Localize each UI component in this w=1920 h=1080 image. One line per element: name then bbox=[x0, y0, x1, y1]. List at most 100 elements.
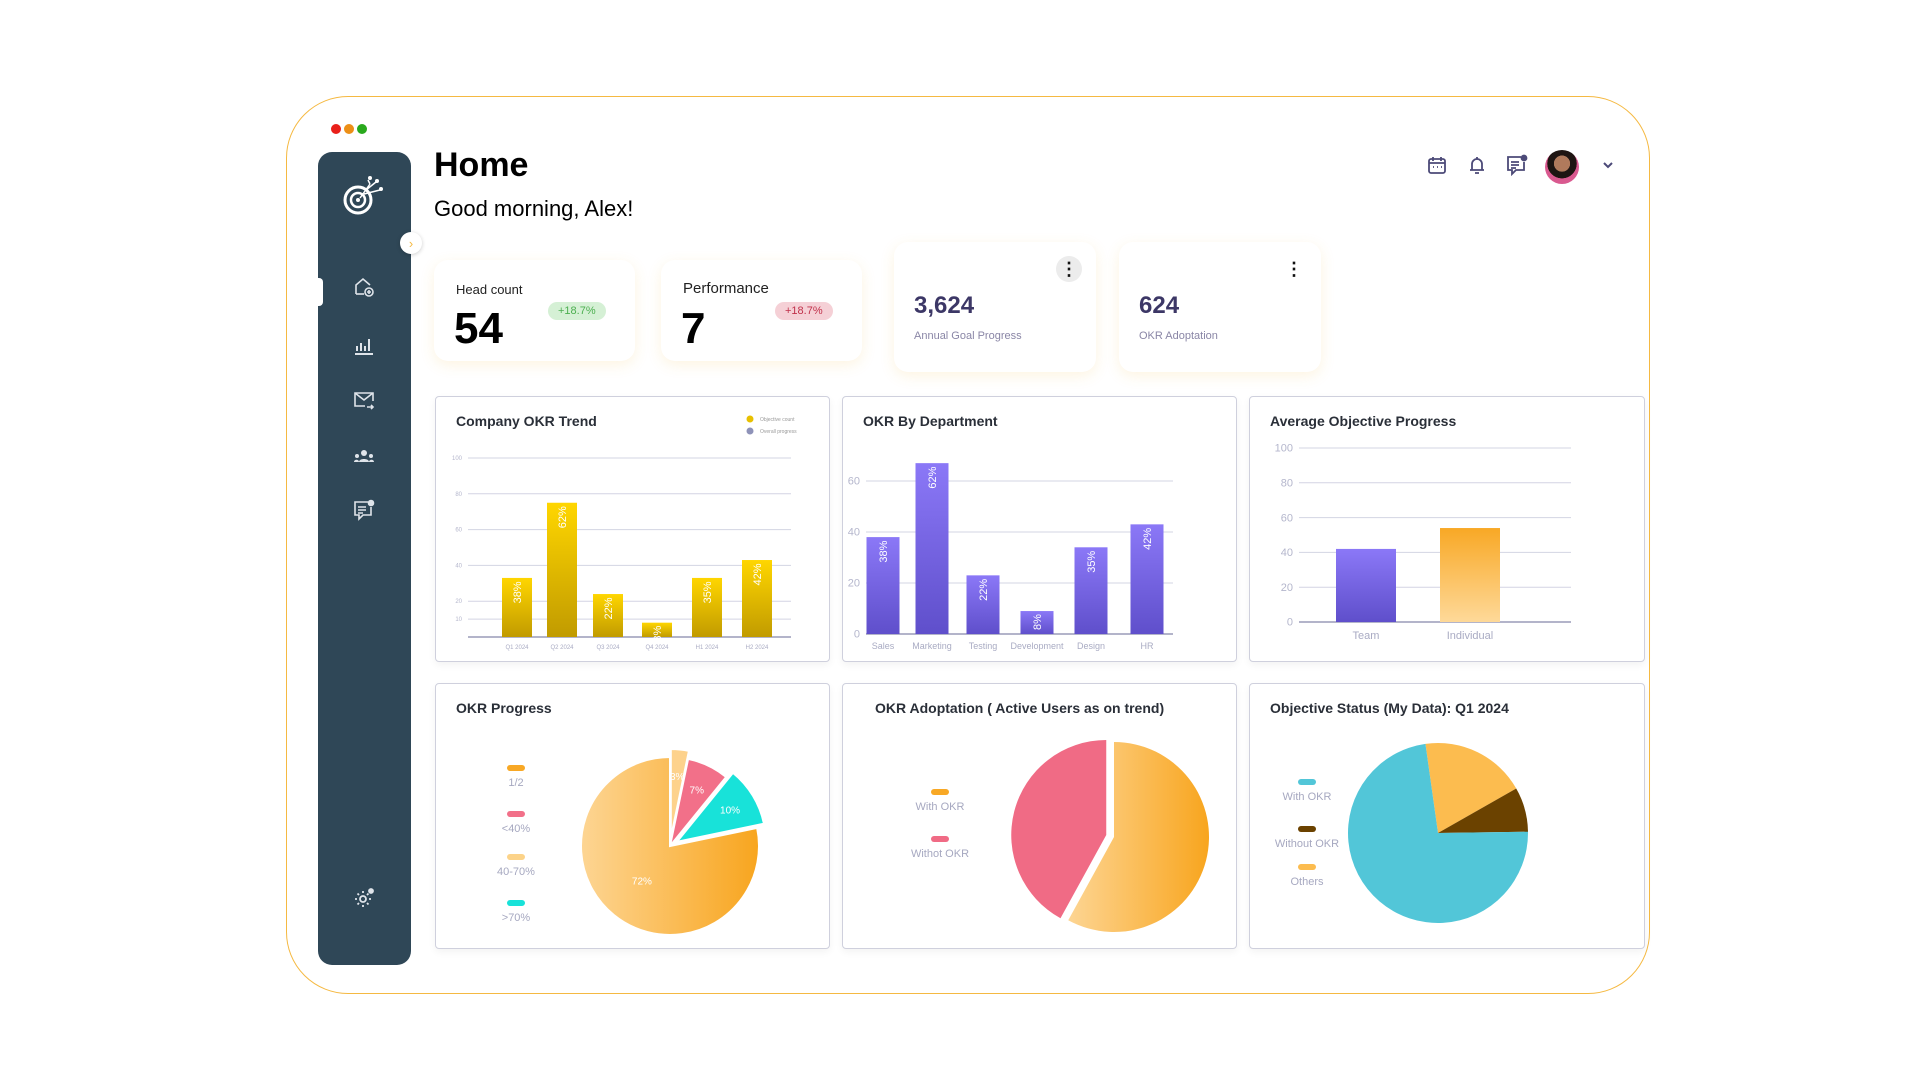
y-tick-label: 80 bbox=[1281, 477, 1293, 489]
y-tick-label: 20 bbox=[848, 578, 860, 590]
settings-button[interactable] bbox=[348, 884, 380, 916]
legend-swatch bbox=[1298, 864, 1316, 870]
pie-slice bbox=[1438, 788, 1528, 833]
legend-item: Without OKR bbox=[1262, 826, 1352, 850]
stat-label: OKR Adoptation bbox=[1139, 330, 1218, 342]
data-label: 62% bbox=[927, 466, 939, 488]
legend-swatch bbox=[507, 900, 525, 906]
more-options-button[interactable]: ⋮ bbox=[1056, 256, 1082, 282]
pie-slice bbox=[669, 757, 728, 847]
chart-title: OKR By Department bbox=[863, 413, 998, 429]
sidebar-collapse-toggle[interactable]: › bbox=[400, 232, 422, 254]
pie-slice bbox=[674, 771, 766, 844]
stat-label: Head count bbox=[456, 282, 523, 297]
bar-chart-icon bbox=[353, 333, 375, 360]
slice-label: 10% bbox=[720, 805, 740, 816]
company-okr-trend-card: 10 20 40 60 80 100 Q1 2024 38% Q2 2024 62% Q3 2024… bbox=[435, 396, 830, 662]
messages-button[interactable] bbox=[1504, 154, 1530, 180]
chat-icon bbox=[1506, 154, 1528, 181]
legend-item: Withot OKR bbox=[895, 836, 985, 860]
x-tick-label: HR bbox=[1141, 641, 1154, 651]
page-title: Home bbox=[434, 146, 529, 184]
chart-title: OKR Adoptation ( Active Users as on tren… bbox=[875, 700, 1165, 716]
x-tick-label: Design bbox=[1077, 641, 1105, 651]
legend-swatch bbox=[507, 811, 525, 817]
stat-card-annual-goal-progress: ⋮ 3,624 Annual Goal Progress bbox=[894, 242, 1096, 372]
bar bbox=[502, 577, 532, 637]
pie-slice bbox=[1011, 740, 1107, 919]
stat-label: Performance bbox=[683, 280, 769, 297]
bar bbox=[1020, 611, 1054, 634]
avatar[interactable] bbox=[1545, 150, 1579, 184]
bar bbox=[692, 577, 722, 637]
y-tick-label: 40 bbox=[455, 563, 462, 569]
bar bbox=[1336, 548, 1396, 622]
bar bbox=[593, 594, 623, 637]
legend-label: With OKR bbox=[1282, 791, 1332, 803]
sidebar-item-feedback[interactable] bbox=[348, 496, 380, 528]
bell-icon bbox=[1467, 155, 1487, 180]
okr-by-department-card: 0 20 40 60 Sales 38% Marketing 62% Testing 22% Dev… bbox=[842, 396, 1237, 662]
legend-label: 40-70% bbox=[497, 866, 535, 878]
legend-swatch bbox=[746, 427, 754, 435]
okr-adoptation-card: OKR Adoptation ( Active Users as on tren… bbox=[842, 683, 1237, 949]
sidebar bbox=[318, 152, 411, 965]
calendar-button[interactable] bbox=[1424, 154, 1450, 180]
y-tick-label: 20 bbox=[1281, 582, 1293, 594]
pie-slice bbox=[1348, 743, 1528, 923]
data-label: 42% bbox=[752, 563, 764, 585]
pie-slice bbox=[1425, 743, 1517, 833]
chart-title: Objective Status (My Data): Q1 2024 bbox=[1270, 700, 1509, 716]
data-label: 8% bbox=[652, 626, 664, 642]
okr-progress-chart: 3% 7% 10% 72% bbox=[580, 748, 766, 936]
legend-label: With OKR bbox=[915, 801, 965, 813]
x-tick-label: Individual bbox=[1447, 630, 1493, 642]
y-tick-label: 60 bbox=[848, 476, 860, 488]
legend-label: <40% bbox=[501, 823, 531, 835]
data-label: 35% bbox=[702, 581, 714, 603]
pie-slice bbox=[1068, 742, 1209, 932]
bar bbox=[642, 622, 672, 637]
notifications-button[interactable] bbox=[1464, 154, 1490, 180]
legend-swatch bbox=[1298, 779, 1316, 785]
change-badge: +18.7% bbox=[548, 302, 606, 320]
x-tick-label: H1 2024 bbox=[696, 645, 719, 651]
more-options-button[interactable]: ⋮ bbox=[1281, 256, 1307, 282]
window-maximize-button[interactable] bbox=[357, 124, 367, 134]
bar bbox=[1130, 524, 1164, 634]
calendar-icon bbox=[1427, 155, 1447, 180]
legend-label: 1/2 bbox=[508, 777, 524, 789]
average-objective-progress-card: 0 20 40 60 80 100 Team Individual Average Objec… bbox=[1249, 396, 1645, 662]
x-tick-label: Sales bbox=[872, 641, 895, 651]
average-objective-progress-chart: 0 20 40 60 80 100 Team Individual bbox=[1275, 443, 1571, 642]
y-tick-label: 40 bbox=[848, 527, 860, 539]
profile-menu-button[interactable] bbox=[1595, 154, 1621, 180]
legend-label: Objective count bbox=[760, 417, 795, 423]
chevron-down-icon bbox=[1601, 158, 1615, 177]
logo-target-icon bbox=[340, 170, 388, 223]
settings-icon bbox=[353, 887, 375, 914]
active-indicator bbox=[318, 278, 323, 306]
chat-notification-icon bbox=[353, 499, 375, 526]
sidebar-item-reports[interactable] bbox=[348, 330, 380, 362]
x-tick-label: Marketing bbox=[912, 641, 952, 651]
legend-swatch bbox=[931, 789, 949, 795]
chart-title: OKR Progress bbox=[456, 700, 552, 716]
x-tick-label: H2 2024 bbox=[746, 645, 769, 651]
kebab-icon: ⋮ bbox=[1060, 258, 1078, 279]
y-tick-label: 0 bbox=[854, 629, 860, 641]
legend-item: >70% bbox=[471, 900, 561, 924]
data-label: 22% bbox=[978, 579, 990, 601]
greeting: Good morning, Alex! bbox=[434, 196, 634, 221]
legend-item: Others bbox=[1262, 864, 1352, 888]
legend-label: Others bbox=[1290, 876, 1324, 888]
bar bbox=[1074, 547, 1108, 634]
sidebar-item-team[interactable] bbox=[348, 442, 380, 474]
window-minimize-button[interactable] bbox=[344, 124, 354, 134]
chart-title: Average Objective Progress bbox=[1270, 413, 1457, 429]
legend-label: Overall progress bbox=[760, 429, 797, 435]
sidebar-item-messages[interactable] bbox=[348, 386, 380, 418]
window-close-button[interactable] bbox=[331, 124, 341, 134]
legend-swatch bbox=[507, 854, 525, 860]
sidebar-item-home[interactable] bbox=[348, 273, 380, 305]
